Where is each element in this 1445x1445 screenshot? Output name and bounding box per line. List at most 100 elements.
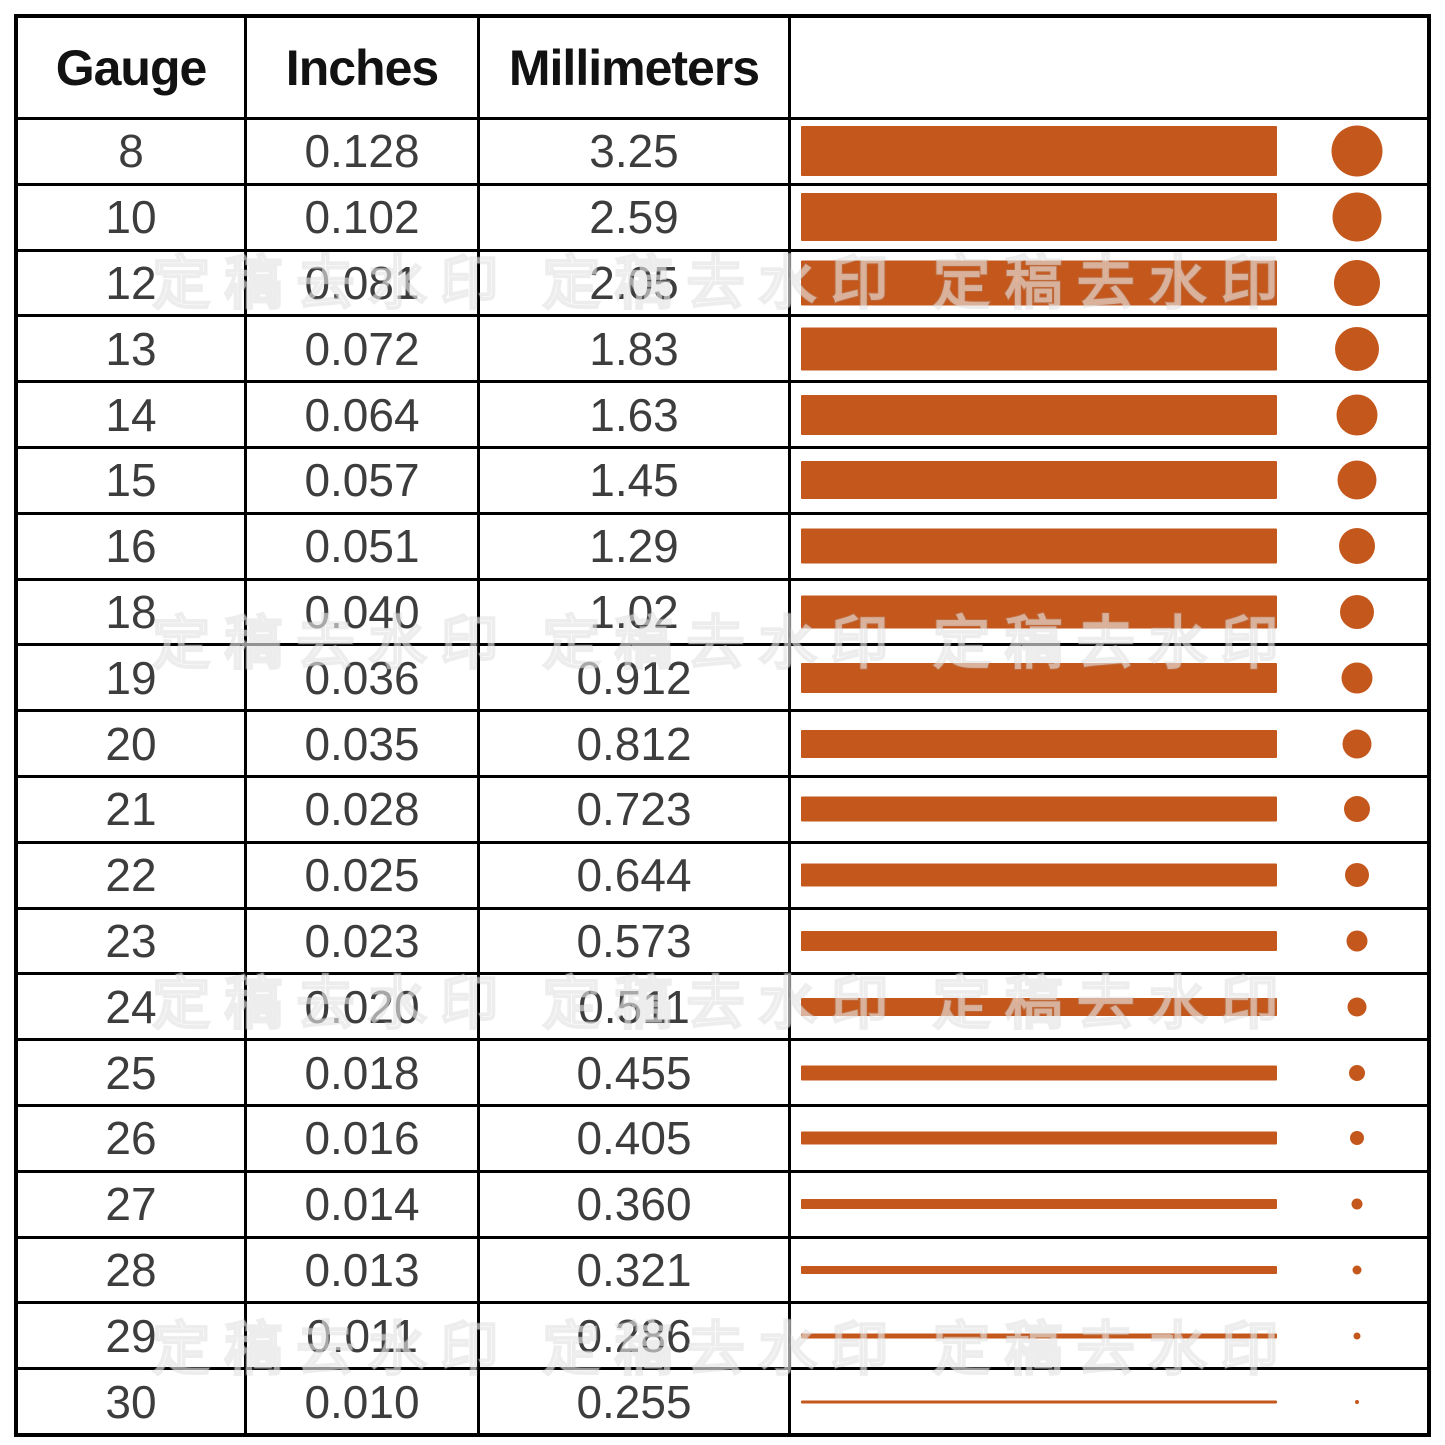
- wire-visual-cell: [791, 975, 1427, 1042]
- wire-cross-section-dot: [1350, 1131, 1364, 1146]
- wire-cross-section-dot: [1351, 1198, 1363, 1210]
- millimeters-cell: 0.912: [480, 646, 791, 713]
- gauge-cell: 18: [18, 580, 247, 647]
- wire-thickness-bar: [801, 126, 1277, 177]
- header-row: Gauge Inches Millimeters: [18, 18, 1427, 120]
- wire-thickness-bar: [801, 662, 1277, 693]
- col-header-gauge: Gauge: [18, 18, 247, 120]
- wire-thickness-bar: [801, 796, 1277, 822]
- wire-visual-cell: [791, 1173, 1427, 1239]
- wire-gauge-table: Gauge Inches Millimeters 8 0.128 3.25 10…: [14, 14, 1431, 1437]
- wire-visual-cell: [791, 581, 1427, 647]
- table-row: 10 0.102 2.59: [18, 185, 1427, 252]
- wire-thickness-bar: [801, 1199, 1277, 1210]
- wire-cross-section-dot: [1355, 1399, 1359, 1404]
- gauge-cell: 16: [18, 514, 247, 581]
- table-row: 19 0.036 0.912: [18, 646, 1427, 713]
- wire-visual-cell: [791, 1239, 1427, 1305]
- wire-visual-cell: [791, 712, 1427, 778]
- table-row: 16 0.051 1.29: [18, 514, 1427, 581]
- wire-thickness-bar: [801, 595, 1277, 629]
- table-row: 18 0.040 1.02: [18, 580, 1427, 647]
- gauge-cell: 28: [18, 1238, 247, 1305]
- table-row: 27 0.014 0.360: [18, 1172, 1427, 1239]
- wire-visual-cell: [791, 778, 1427, 844]
- wire-cross-section-dot: [1349, 1064, 1365, 1081]
- wire-visual-cell: [791, 383, 1427, 449]
- wire-cross-section-dot: [1331, 125, 1383, 177]
- millimeters-cell: 1.83: [480, 317, 791, 384]
- wire-thickness-bar: [801, 1065, 1277, 1081]
- wire-thickness-bar: [801, 930, 1277, 951]
- table-row: 14 0.064 1.63: [18, 383, 1427, 449]
- table-row: 23 0.023 0.573: [18, 909, 1427, 976]
- wire-visual-cell: [791, 252, 1427, 318]
- inches-cell: 0.064: [247, 383, 480, 449]
- wire-thickness-bar: [801, 327, 1277, 371]
- gauge-cell: 19: [18, 646, 247, 713]
- wire-cross-section-dot: [1346, 930, 1368, 952]
- millimeters-cell: 0.286: [480, 1304, 791, 1371]
- millimeters-cell: 0.255: [480, 1370, 791, 1433]
- wire-thickness-bar: [801, 1333, 1277, 1339]
- millimeters-cell: 0.812: [480, 712, 791, 778]
- millimeters-cell: 1.63: [480, 383, 791, 449]
- gauge-cell: 10: [18, 185, 247, 252]
- table-row: 20 0.035 0.812: [18, 712, 1427, 778]
- gauge-cell: 22: [18, 843, 247, 910]
- wire-visual-cell: [791, 844, 1427, 910]
- millimeters-cell: 2.59: [480, 185, 791, 252]
- gauge-cell: 24: [18, 975, 247, 1042]
- wire-cross-section-dot: [1332, 192, 1382, 242]
- millimeters-cell: 0.360: [480, 1172, 791, 1239]
- wire-cross-section-dot: [1341, 662, 1373, 694]
- millimeters-cell: 2.05: [480, 251, 791, 318]
- wire-thickness-bar: [801, 461, 1277, 500]
- inches-cell: 0.014: [247, 1172, 480, 1239]
- inches-cell: 0.081: [247, 251, 480, 318]
- wire-visual-cell: [791, 120, 1427, 186]
- wire-cross-section-dot: [1335, 326, 1379, 371]
- wire-cross-section-dot: [1345, 863, 1369, 888]
- col-header-inches: Inches: [247, 18, 480, 120]
- table-row: 25 0.018 0.455: [18, 1041, 1427, 1107]
- wire-cross-section-dot: [1344, 796, 1370, 823]
- wire-thickness-bar: [801, 528, 1277, 564]
- table-row: 12 0.081 2.05: [18, 251, 1427, 318]
- wire-visual-cell: [791, 1107, 1427, 1173]
- millimeters-cell: 0.723: [480, 777, 791, 844]
- wire-visual-cell: [791, 449, 1427, 515]
- inches-cell: 0.025: [247, 843, 480, 910]
- col-header-millimeters: Millimeters: [480, 18, 791, 120]
- wire-visual-cell: [791, 1304, 1427, 1371]
- inches-cell: 0.016: [247, 1106, 480, 1173]
- millimeters-cell: 0.573: [480, 909, 791, 976]
- gauge-cell: 8: [18, 120, 247, 186]
- inches-cell: 0.023: [247, 909, 480, 976]
- inches-cell: 0.018: [247, 1041, 480, 1107]
- gauge-cell: 25: [18, 1041, 247, 1107]
- inches-cell: 0.013: [247, 1238, 480, 1305]
- gauge-cell: 13: [18, 317, 247, 384]
- wire-visual-cell: [791, 1370, 1427, 1433]
- gauge-cell: 14: [18, 383, 247, 449]
- millimeters-cell: 0.644: [480, 843, 791, 910]
- wire-thickness-bar: [801, 729, 1277, 758]
- millimeters-cell: 1.02: [480, 580, 791, 647]
- table-row: 28 0.013 0.321: [18, 1238, 1427, 1305]
- wire-thickness-bar: [801, 863, 1277, 887]
- wire-cross-section-dot: [1334, 259, 1380, 306]
- gauge-cell: 12: [18, 251, 247, 318]
- gauge-cell: 26: [18, 1106, 247, 1173]
- inches-cell: 0.128: [247, 120, 480, 186]
- table-row: 29 0.011 0.286: [18, 1304, 1427, 1371]
- wire-visual-cell: [791, 1041, 1427, 1107]
- millimeters-cell: 1.29: [480, 514, 791, 581]
- wire-cross-section-dot: [1337, 460, 1377, 500]
- wire-visual-cell: [791, 186, 1427, 252]
- wire-thickness-bar: [801, 997, 1277, 1016]
- gauge-cell: 21: [18, 777, 247, 844]
- wire-cross-section-dot: [1347, 997, 1367, 1017]
- inches-cell: 0.020: [247, 975, 480, 1042]
- wire-thickness-bar: [801, 1131, 1277, 1145]
